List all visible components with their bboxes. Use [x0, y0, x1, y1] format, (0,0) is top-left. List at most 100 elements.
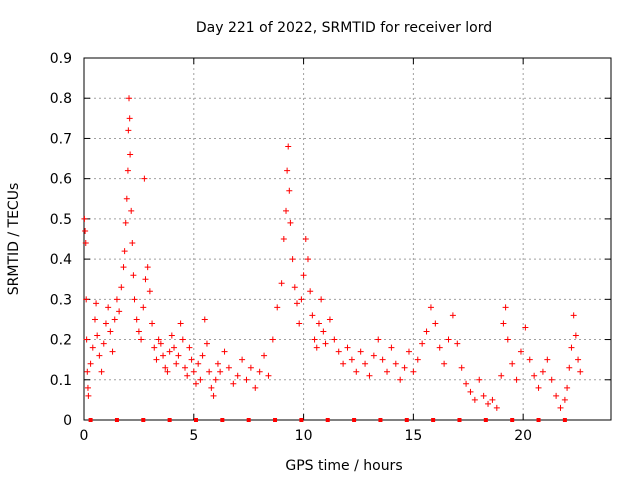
data-point — [201, 316, 208, 323]
data-point — [274, 304, 281, 311]
data-point — [357, 348, 364, 355]
data-point — [463, 380, 470, 387]
data-point — [392, 360, 399, 367]
data-point — [427, 304, 434, 311]
data-point — [190, 368, 197, 375]
data-point — [109, 348, 116, 355]
data-point — [118, 284, 125, 291]
data-point — [192, 380, 199, 387]
data-point — [138, 336, 145, 343]
data-point — [83, 336, 90, 343]
data-point — [81, 215, 88, 222]
data-point — [151, 344, 158, 351]
data-point — [307, 288, 314, 295]
y-tick-label: 0.6 — [50, 172, 72, 188]
data-point — [107, 328, 114, 335]
baseline-marker — [483, 418, 488, 422]
data-point — [177, 320, 184, 327]
data-point — [94, 332, 101, 339]
baseline-marker — [352, 418, 357, 422]
baseline-markers — [88, 418, 567, 422]
data-point — [230, 380, 237, 387]
x-tick-label: 5 — [189, 428, 198, 444]
data-point — [331, 336, 338, 343]
data-point — [348, 356, 355, 363]
data-point — [175, 352, 182, 359]
data-point — [322, 340, 329, 347]
data-point — [291, 284, 298, 291]
data-point — [485, 400, 492, 407]
data-point — [84, 368, 91, 375]
baseline-marker — [510, 418, 515, 422]
x-tick-label: 10 — [295, 428, 313, 444]
data-point — [142, 276, 149, 283]
data-point — [318, 296, 325, 303]
data-point — [214, 360, 221, 367]
data-point — [243, 376, 250, 383]
data-point — [436, 344, 443, 351]
y-tick-label: 0.7 — [50, 131, 72, 147]
data-point — [121, 248, 128, 255]
data-point — [221, 348, 228, 355]
data-point — [309, 312, 316, 319]
y-tick-label: 0 — [63, 413, 72, 429]
baseline-marker — [378, 418, 383, 422]
data-point — [566, 364, 573, 371]
data-point — [557, 404, 564, 411]
data-point — [128, 207, 135, 214]
data-point — [256, 368, 263, 375]
chart-title: Day 221 of 2022, SRMTID for receiver lor… — [196, 20, 492, 36]
baseline-marker — [404, 418, 409, 422]
data-point — [289, 256, 296, 263]
data-point — [449, 312, 456, 319]
data-point — [89, 344, 96, 351]
data-point — [144, 264, 151, 271]
y-tick-label: 0.8 — [50, 91, 72, 107]
data-point — [577, 368, 584, 375]
data-point — [509, 360, 516, 367]
data-point — [124, 167, 131, 174]
data-point — [265, 372, 272, 379]
data-point — [127, 151, 134, 158]
data-point — [575, 356, 582, 363]
baseline-marker — [88, 418, 93, 422]
data-point — [410, 368, 417, 375]
data-point — [129, 240, 136, 247]
data-point — [91, 316, 98, 323]
baseline-marker — [141, 418, 146, 422]
data-point — [100, 340, 107, 347]
data-point — [280, 236, 287, 242]
y-tick-label: 0.5 — [50, 212, 72, 228]
data-point — [98, 368, 105, 375]
data-point — [182, 364, 189, 371]
data-point — [188, 356, 195, 363]
data-point — [539, 368, 546, 375]
data-point — [384, 368, 391, 375]
x-axis-label: GPS time / hours — [285, 458, 402, 474]
baseline-marker — [299, 418, 304, 422]
data-point — [212, 376, 219, 383]
data-point — [419, 340, 426, 347]
data-point — [123, 195, 130, 202]
data-point — [502, 304, 509, 311]
y-tick-label: 0.4 — [50, 252, 72, 268]
data-point — [522, 324, 529, 331]
data-point — [414, 356, 421, 363]
data-point — [570, 312, 577, 319]
data-point — [353, 368, 360, 375]
data-point — [517, 348, 524, 355]
data-point — [168, 332, 175, 339]
data-point — [564, 384, 571, 391]
data-point — [362, 360, 369, 367]
data-point — [388, 344, 395, 351]
y-tick-label: 0.9 — [50, 51, 72, 67]
data-point — [83, 296, 90, 303]
baseline-marker — [167, 418, 172, 422]
data-point — [454, 340, 461, 347]
baseline-marker — [325, 418, 330, 422]
baseline-marker — [536, 418, 541, 422]
data-point — [166, 348, 173, 355]
data-point — [480, 392, 487, 399]
baseline-marker — [193, 418, 198, 422]
